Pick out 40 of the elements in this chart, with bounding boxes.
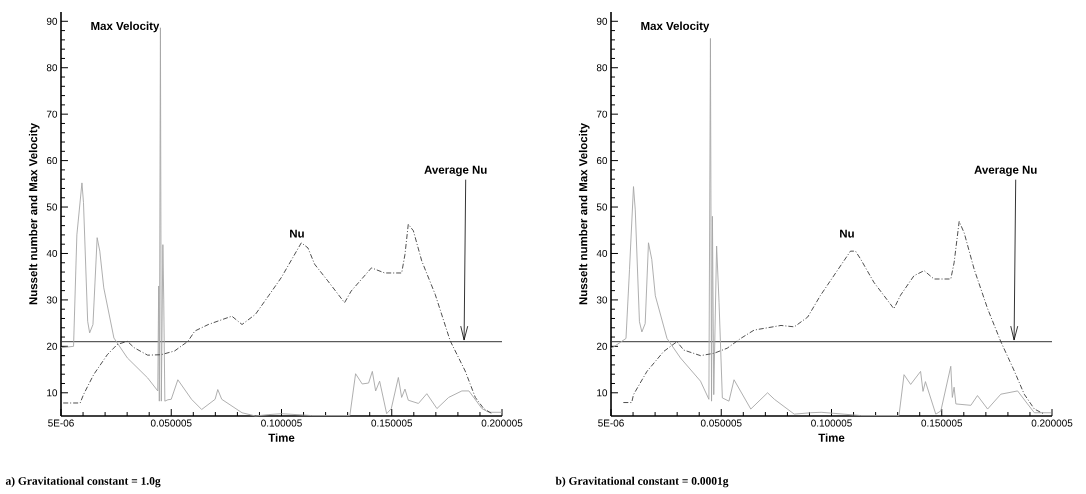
text: b) Gravitational constant = 0.0001g — [555, 476, 729, 488]
y-tick-label: 70 — [596, 110, 608, 118]
y-tick-label: 40 — [596, 249, 608, 257]
y-tick-label: 50 — [596, 203, 608, 211]
y-axis-title: Nusselt number and Max Velocity — [28, 123, 40, 305]
y-tick-label: 40 — [46, 249, 58, 257]
y-tick-label: 20 — [596, 342, 608, 350]
series-label: Max Velocity — [91, 21, 160, 33]
x-tick-label: 0.050005 — [700, 419, 742, 427]
x-tick-label: 0.150005 — [371, 419, 413, 427]
y-tick-label: 90 — [46, 17, 58, 25]
x-tick-label: 0.100005 — [261, 419, 302, 427]
series-label: Max Velocity — [641, 21, 710, 33]
x-tick-label: 0.200005 — [1031, 419, 1073, 427]
y-tick-label: 30 — [46, 296, 58, 304]
y-tick-label: 50 — [46, 203, 58, 211]
series-label: Nu — [290, 229, 304, 238]
y-tick-label: 80 — [46, 64, 58, 72]
y-tick-label: 90 — [596, 17, 608, 25]
y-tick-label: 10 — [597, 389, 608, 397]
series-label: Nu — [840, 229, 854, 238]
ref-line-label: Average Nu — [424, 165, 487, 177]
x-axis-title: Time — [268, 433, 295, 442]
ref-line-label: Average Nu — [974, 165, 1037, 177]
y-tick-label: 60 — [596, 157, 608, 165]
x-tick-label: 0.150005 — [921, 419, 963, 427]
y-tick-label: 70 — [46, 110, 58, 118]
y-tick-label: 60 — [46, 157, 58, 165]
x-tick-label: 0.050005 — [150, 419, 192, 427]
x-axis-title: Time — [818, 433, 845, 442]
y-tick-label: 80 — [596, 64, 608, 72]
x-tick-label: 0.100005 — [811, 419, 852, 427]
x-tick-label: 5E-06 — [598, 419, 624, 427]
y-tick-label: 10 — [47, 389, 58, 397]
y-tick-label: 30 — [596, 296, 608, 304]
y-tick-label: 20 — [46, 342, 58, 350]
x-tick-label: 0.200005 — [481, 419, 523, 427]
y-axis-title: Nusselt number and Max Velocity — [578, 123, 590, 305]
text: a) Gravitational constant = 1.0g — [5, 476, 161, 488]
x-tick-label: 5E-06 — [48, 419, 74, 427]
